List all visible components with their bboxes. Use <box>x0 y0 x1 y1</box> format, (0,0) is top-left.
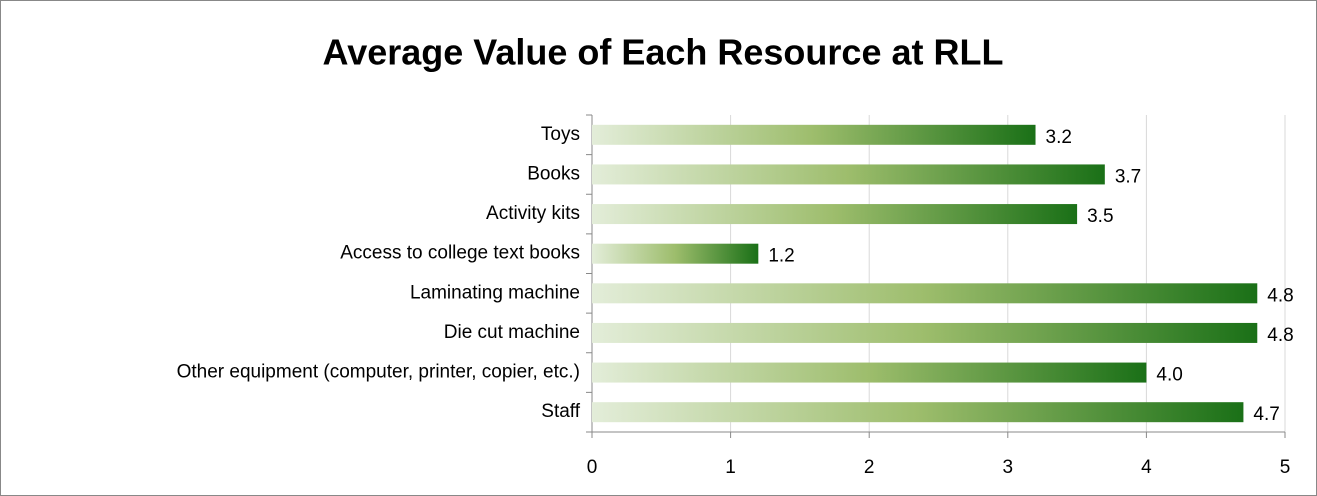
data-label: 4.0 <box>1156 365 1182 386</box>
y-tick-label: Access to college text books <box>340 243 580 264</box>
bar <box>592 402 1244 423</box>
y-tick-label: Books <box>527 163 580 184</box>
bar <box>592 124 1036 145</box>
data-label: 4.7 <box>1253 404 1279 425</box>
bar <box>592 243 759 264</box>
bar <box>592 164 1105 185</box>
x-tick-label: 2 <box>864 457 875 478</box>
bar <box>592 362 1147 383</box>
bar <box>592 283 1258 304</box>
data-label: 4.8 <box>1267 285 1293 306</box>
x-tick-label: 1 <box>725 457 736 478</box>
x-tick-label: 0 <box>587 457 598 478</box>
data-label: 1.2 <box>768 246 794 267</box>
x-tick-label: 5 <box>1280 457 1291 478</box>
bar <box>592 322 1258 343</box>
data-label: 3.7 <box>1115 166 1141 187</box>
y-tick-label: Activity kits <box>486 203 580 224</box>
y-tick-label: Other equipment (computer, printer, copi… <box>177 362 580 383</box>
chart-title: Average Value of Each Resource at RLL <box>323 32 1004 73</box>
y-tick-label: Laminating machine <box>410 282 580 303</box>
x-tick-label: 3 <box>1003 457 1014 478</box>
y-tick-label: Toys <box>541 124 580 145</box>
data-label: 3.5 <box>1087 206 1113 227</box>
y-tick-label: Die cut machine <box>444 322 580 343</box>
data-label: 3.2 <box>1046 127 1072 148</box>
x-tick-label: 4 <box>1141 457 1152 478</box>
data-label: 4.8 <box>1267 325 1293 346</box>
y-tick-label: Staff <box>541 401 580 422</box>
bar <box>592 204 1078 225</box>
